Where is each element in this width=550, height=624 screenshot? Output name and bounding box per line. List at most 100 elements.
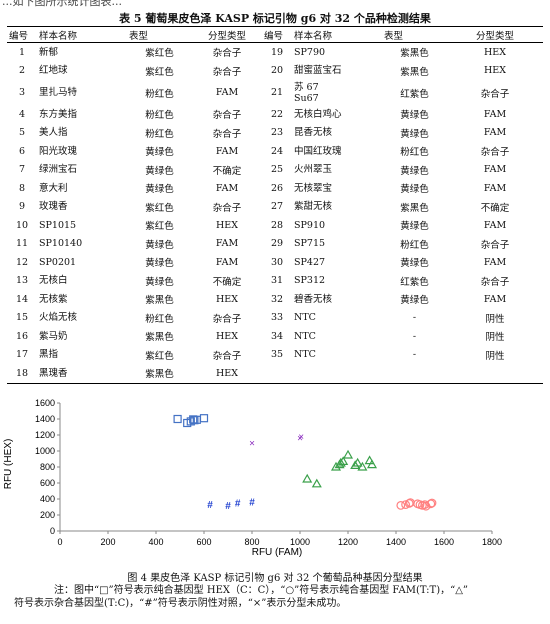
genotype-cell: FAM <box>483 164 507 176</box>
phenotype-cell: 紫黑色 <box>127 364 192 384</box>
heterozygous-point <box>352 457 363 467</box>
name-cell: NTC <box>294 349 316 361</box>
genotype-cell: FAM <box>483 293 507 305</box>
genotype-cell: FAM <box>215 182 239 194</box>
name-cell: 阳光玫瑰 <box>39 145 78 157</box>
table-row: 5 美人指 粉红色 杂合子 23 昆香无核 黄绿色 FAM <box>7 124 543 143</box>
table-row: 7 绿洲宝石 黄绿色 不确定 25 火州翠玉 黄绿色 FAM <box>7 161 543 180</box>
phenotype-cell: 紫红色 <box>145 350 174 362</box>
fam-homozygous-point <box>404 498 414 508</box>
column-header: 分型类型 <box>192 26 262 43</box>
heterozygous-point <box>335 457 346 467</box>
phenotype-cell: - <box>412 312 417 324</box>
phenotype-cell: 黄绿色 <box>145 184 174 196</box>
name-cell <box>292 364 382 384</box>
x-tick-label: 1000 <box>290 537 310 547</box>
phenotype-cell: - <box>412 330 417 342</box>
x-tick-label: 0 <box>57 537 62 547</box>
genotype-cell <box>447 364 543 384</box>
id-cell: 25 <box>270 164 284 176</box>
name-cell: 红地球 <box>39 65 68 77</box>
genotype-cell: 杂合子 <box>212 110 242 122</box>
heterozygous-point <box>357 461 368 471</box>
x-axis-label: RFU (FAM) <box>252 547 303 558</box>
id-cell: 1 <box>18 46 26 58</box>
figure-caption: 图 4 果皮色泽 KASP 标记引物 g6 对 32 个葡萄品种基因分型结果 <box>127 573 423 584</box>
name-cell: 火焰无核 <box>39 312 78 324</box>
name-cell: 东方美指 <box>39 108 78 120</box>
column-header: 分型类型 <box>447 26 543 43</box>
x-tick-label: 1600 <box>434 537 454 547</box>
fam-homozygous-point <box>426 499 436 509</box>
phenotype-cell: 紫红色 <box>145 202 174 214</box>
negative-control-point: # <box>249 498 255 509</box>
phenotype-cell: 粉红色 <box>145 313 174 325</box>
genotype-cell: FAM <box>215 145 239 157</box>
id-cell: 11 <box>15 238 29 250</box>
chart-marks: # # # #× ×× <box>173 414 437 512</box>
table-row: 4 东方美指 粉红色 杂合子 22 无核白鸡心 黄绿色 FAM <box>7 105 543 124</box>
column-header: 样本名称 <box>37 26 127 43</box>
id-cell: 3 <box>18 87 26 98</box>
name-cell: 无核白 <box>39 275 68 287</box>
phenotype-cell: 粉红色 <box>400 239 429 251</box>
name-cell: 里扎马特 <box>39 87 78 98</box>
id-cell: 30 <box>270 256 284 268</box>
id-cell: 10 <box>15 219 29 231</box>
x-tick-label: 1400 <box>386 537 406 547</box>
table-row: 12 SP0201 黄绿色 FAM 30 SP427 黄绿色 FAM <box>7 253 543 272</box>
genotype-cell: FAM <box>483 127 507 139</box>
id-cell: 21 <box>270 87 284 98</box>
fam-homozygous-point <box>396 500 406 510</box>
genotype-cell: 杂合子 <box>212 128 242 140</box>
table-header-row: 编号 样本名称 表型 分型类型 编号 样本名称 表型 分型类型 <box>7 26 543 43</box>
phenotype-cell: 紫红色 <box>145 221 174 233</box>
name-cell: 玫瑰香 <box>39 201 68 213</box>
negative-control-point: # <box>235 499 241 510</box>
genotype-cell: 杂合子 <box>480 239 510 251</box>
table-row: 13 无核白 黄绿色 不确定 31 SP312 红紫色 杂合子 <box>7 272 543 291</box>
id-cell: 7 <box>18 164 26 176</box>
genotype-cell: FAM <box>483 182 507 194</box>
name-cell: 紫甜无核 <box>294 201 333 213</box>
negative-control-point: # <box>225 501 231 512</box>
phenotype-cell: 紫黑色 <box>400 66 429 78</box>
genotype-cell: 不确定 <box>212 276 242 288</box>
table-row: 2 红地球 紫红色 杂合子 20 甜蜜蓝宝石 紫黑色 HEX <box>7 62 543 81</box>
genotype-cell: 杂合子 <box>212 48 242 60</box>
phenotype-cell: 黄绿色 <box>145 147 174 159</box>
phenotype-cell: 粉红色 <box>400 147 429 159</box>
phenotype-cell: 紫黑色 <box>400 202 429 214</box>
name-cell: 中国红玫瑰 <box>294 145 342 157</box>
genotype-cell: 杂合子 <box>212 202 242 214</box>
heterozygous-point <box>342 449 354 459</box>
fam-homozygous-point <box>427 498 437 508</box>
genotype-cell: 杂合子 <box>480 88 510 100</box>
name-cell: 美人指 <box>39 127 68 139</box>
id-cell: 23 <box>270 127 284 139</box>
id-cell: 24 <box>270 145 284 157</box>
y-tick-label: 200 <box>40 510 55 520</box>
phenotype-cell: 黄绿色 <box>400 128 429 140</box>
id-cell: 33 <box>270 312 284 324</box>
id-cell: 13 <box>15 275 29 287</box>
name-cell: SP715 <box>294 238 326 250</box>
name-cell: SP312 <box>294 275 326 287</box>
name-cell: SP427 <box>294 256 326 268</box>
phenotype-cell: 粉红色 <box>145 110 174 122</box>
phenotype-cell: 紫黑色 <box>145 332 174 344</box>
table-row: 17 黑指 紫红色 杂合子 35 NTC - 阴性 <box>7 346 543 365</box>
id-cell: 20 <box>270 65 284 77</box>
scatter-chart: 0 200 400 600 800 1000 1200 1400 1600 1800 0 200 400… <box>3 398 502 558</box>
name-cell: SP10140 <box>39 238 83 250</box>
id-cell: 19 <box>270 46 284 58</box>
name-cell: SP0201 <box>39 256 77 268</box>
table-row: 10 SP1015 紫红色 HEX 28 SP910 黄绿色 FAM <box>7 216 543 235</box>
id-cell: 9 <box>18 201 26 213</box>
id-cell: 27 <box>270 201 284 213</box>
column-header: 编号 <box>7 26 37 43</box>
genotype-table: 编号 样本名称 表型 分型类型 编号 样本名称 表型 分型类型 1 新郁 紫红色 杂合子 19 SP79… <box>7 26 543 384</box>
phenotype-cell: 粉红色 <box>145 128 174 140</box>
table-row: 6 阳光玫瑰 黄绿色 FAM 24 中国红玫瑰 粉红色 杂合子 <box>7 142 543 161</box>
cut-off-text: ...如下图所示统计图表... <box>2 0 122 8</box>
